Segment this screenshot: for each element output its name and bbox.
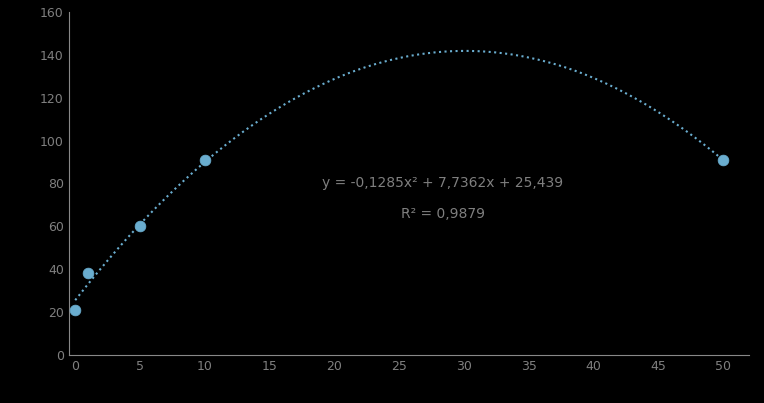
Point <box>82 270 94 276</box>
Text: y = -0,1285x² + 7,7362x + 25,439: y = -0,1285x² + 7,7362x + 25,439 <box>322 177 563 190</box>
Point <box>199 157 211 163</box>
Point <box>69 306 81 313</box>
Point <box>717 157 729 163</box>
Text: R² = 0,9879: R² = 0,9879 <box>401 207 484 221</box>
Point <box>134 223 146 229</box>
